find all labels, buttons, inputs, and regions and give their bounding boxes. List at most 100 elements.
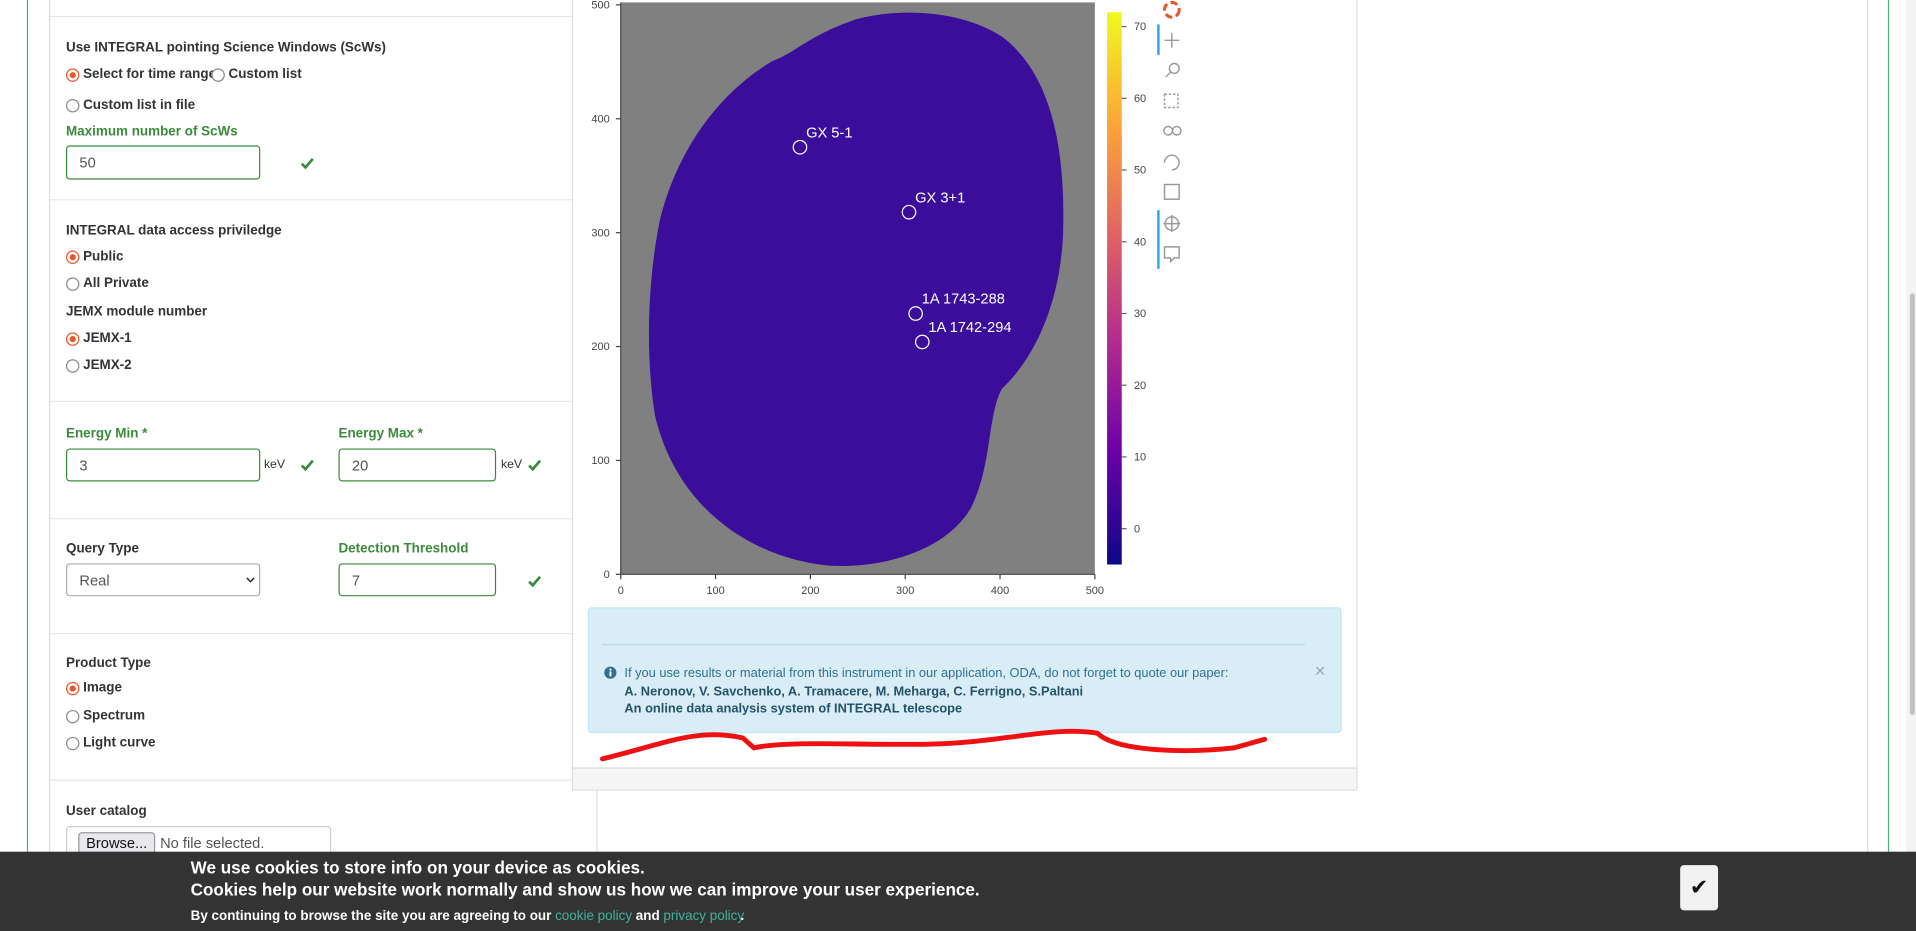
hover-tool[interactable]	[1163, 246, 1180, 264]
check-icon	[300, 157, 314, 170]
y-tick-label: 300	[591, 227, 609, 239]
x-tick-label: 0	[618, 585, 624, 597]
radio-button[interactable]	[65, 681, 80, 696]
source-label: GX 5-1	[806, 125, 852, 141]
cookie-text: Cookies help our website work normally a…	[190, 879, 980, 900]
radio-button[interactable]	[65, 709, 80, 724]
exposure-map	[648, 12, 1064, 566]
text-input[interactable]: 3	[65, 448, 261, 482]
frame-border	[1867, 0, 1869, 852]
source-marker	[914, 334, 930, 350]
radio-label[interactable]: Custom list in file	[83, 97, 196, 113]
toolbar-logo[interactable]	[1162, 0, 1181, 19]
radio-label[interactable]: Spectrum	[83, 708, 146, 724]
x-tick-label: 300	[896, 585, 914, 597]
radio-label[interactable]: Public	[83, 249, 124, 264]
save-tool[interactable]	[1163, 183, 1180, 200]
y-tick-label: 400	[591, 113, 609, 125]
unit: keV	[263, 458, 285, 472]
pan-tool[interactable]	[1164, 32, 1180, 48]
field-label: Maximum number of ScWs	[65, 124, 238, 140]
x-tick-label: 500	[1086, 585, 1104, 597]
colorbar-tick-label: 0	[1134, 523, 1140, 535]
colorbar-tick-label: 70	[1134, 21, 1146, 33]
field-label: INTEGRAL data access priviledge	[65, 223, 282, 239]
radio-button[interactable]	[65, 359, 80, 373]
radio-label[interactable]: Image	[83, 680, 122, 696]
unit: keV	[500, 458, 523, 472]
input-value: 7	[351, 571, 361, 589]
field-label: User catalog	[65, 804, 147, 819]
x-tick-label: 400	[991, 585, 1009, 597]
input-value: 3	[79, 456, 88, 474]
colorbar-tick-label: 30	[1134, 308, 1146, 320]
cookie-policy-link[interactable]: cookie policy	[555, 909, 633, 924]
source-label: 1A 1743-288	[922, 292, 1005, 308]
x-tick-label: 200	[801, 585, 819, 597]
radio-label[interactable]: Light curve	[83, 735, 156, 751]
file-status: No file selected.	[160, 834, 265, 852]
info-icon	[604, 666, 617, 679]
validation-icons	[300, 157, 542, 588]
notice-rule	[602, 643, 1306, 646]
radio-button[interactable]	[65, 68, 80, 82]
crosshair-tool[interactable]	[1163, 215, 1181, 233]
radio-label[interactable]: JEMX-2	[83, 358, 132, 373]
radio-button[interactable]	[65, 736, 80, 751]
notice-authors: A. Neronov, V. Savchenko, A. Tramacere, …	[624, 684, 1084, 699]
colorbar-tick-label: 40	[1134, 236, 1146, 248]
radio-label[interactable]: Custom list	[228, 67, 302, 82]
radio-button[interactable]	[65, 250, 80, 264]
frame-border	[26, 0, 29, 852]
separator	[48, 518, 572, 520]
colorbar	[1107, 12, 1122, 565]
box-zoom-tool[interactable]	[1163, 93, 1179, 109]
radio-button[interactable]	[65, 332, 80, 346]
colorbar-tick-label: 10	[1134, 452, 1146, 464]
scrollbar-thumb[interactable]	[1909, 293, 1915, 715]
field-label: Query Type	[65, 541, 139, 556]
colorbar-tick-label: 20	[1134, 380, 1146, 392]
frame-border	[48, 0, 51, 852]
cookie-note-text: By continuing to browse the site you are…	[190, 909, 552, 924]
check-icon	[300, 459, 314, 472]
radio-button[interactable]	[65, 98, 80, 113]
zoom-tool[interactable]	[1165, 62, 1180, 78]
cookie-accept-button[interactable]: ✔	[1680, 865, 1719, 911]
radio-button[interactable]	[211, 68, 225, 82]
field-label: Energy Min *	[65, 426, 148, 442]
active-tool-marker	[1157, 210, 1160, 269]
source-marker	[908, 306, 923, 321]
separator	[48, 779, 572, 781]
y-tick-label: 100	[591, 455, 609, 467]
field-label: JEMX module number	[65, 304, 208, 319]
radio-button[interactable]	[65, 277, 80, 291]
source-marker	[792, 139, 808, 155]
text-input[interactable]: 50	[65, 145, 261, 180]
column-border	[596, 789, 598, 852]
privacy-policy-link[interactable]: privacy policy	[663, 909, 745, 924]
wheel-zoom-tool[interactable]	[1163, 125, 1182, 136]
reset-tool[interactable]	[1163, 154, 1180, 171]
notice-text: If you use results or material from this…	[624, 665, 1229, 681]
text-input[interactable]: 20	[338, 448, 497, 482]
radio-label[interactable]: All Private	[83, 276, 149, 291]
text-input[interactable]: 7	[338, 563, 497, 597]
notice-box	[587, 607, 1342, 734]
close-button[interactable]: ×	[1314, 661, 1326, 682]
x-tick-label: 100	[706, 585, 724, 597]
separator	[48, 400, 572, 403]
active-tool-marker	[1157, 24, 1160, 55]
input-value: 20	[351, 456, 369, 474]
source-label: 1A 1742-294	[928, 320, 1011, 336]
cookie-note: By continuing to browse the site you are…	[191, 908, 745, 925]
panel-footer	[573, 767, 1357, 790]
cookie-banner	[0, 851, 1916, 931]
select[interactable]: Real	[65, 563, 261, 597]
radio-label[interactable]: Select for time range	[83, 67, 217, 82]
field-label: Detection Threshold	[338, 541, 469, 556]
radio-label[interactable]: JEMX-1	[83, 331, 132, 346]
check-icon	[528, 575, 542, 588]
